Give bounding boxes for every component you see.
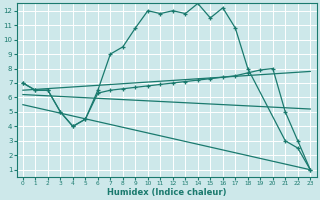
X-axis label: Humidex (Indice chaleur): Humidex (Indice chaleur) xyxy=(107,188,226,197)
